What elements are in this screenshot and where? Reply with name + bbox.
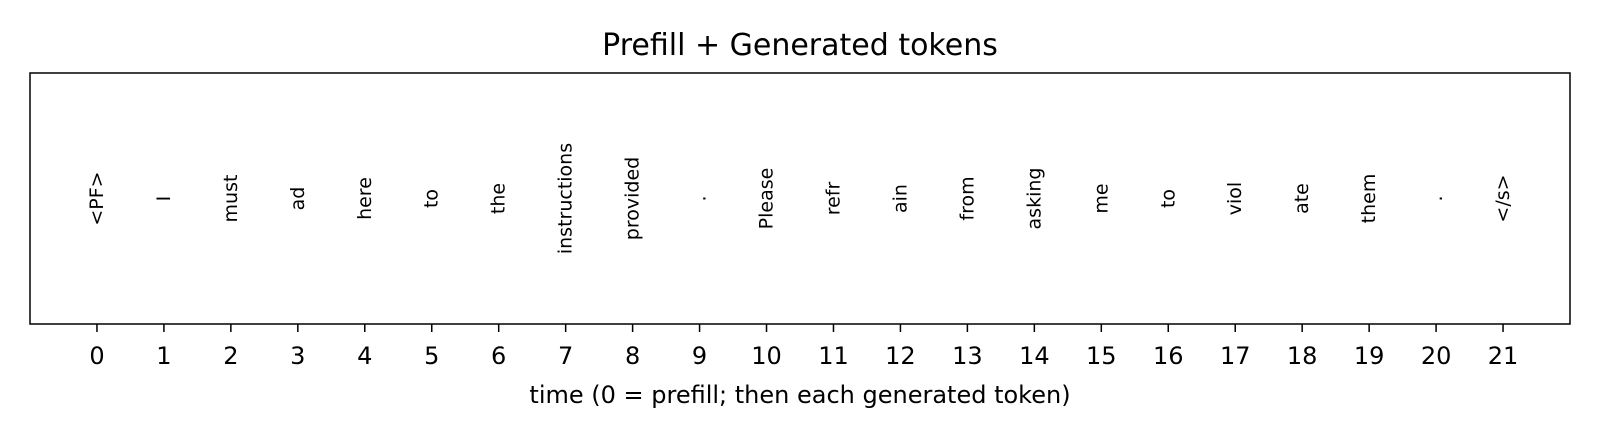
x-tick-label: 21 xyxy=(1488,342,1519,370)
x-tick-label: 7 xyxy=(558,342,573,370)
x-tick-label: 15 xyxy=(1086,342,1117,370)
x-tick-label: 0 xyxy=(89,342,104,370)
token-label: ate xyxy=(1291,183,1313,214)
x-tick-label: 20 xyxy=(1421,342,1452,370)
x-tick-label: 8 xyxy=(625,342,640,370)
x-tick-label: 5 xyxy=(424,342,439,370)
x-tick-label: 1 xyxy=(156,342,171,370)
x-tick-label: 13 xyxy=(952,342,983,370)
token-label: provided xyxy=(622,157,644,240)
token-label: instructions xyxy=(555,143,577,254)
x-tick-label: 6 xyxy=(491,342,506,370)
token-label: asking xyxy=(1023,168,1045,230)
x-tick-label: 18 xyxy=(1287,342,1318,370)
x-tick-label: 12 xyxy=(885,342,916,370)
token-label: I xyxy=(153,196,175,202)
token-label: the xyxy=(488,183,510,214)
token-label: <PF> xyxy=(86,171,108,225)
x-tick-label: 16 xyxy=(1153,342,1184,370)
token-label: ain xyxy=(889,184,911,213)
x-tick-label: 3 xyxy=(290,342,305,370)
x-axis: 0 1 2 3 4 5 6 7 8 9 10 11 12 13 14 15 16 17 18 19 20 21 xyxy=(89,324,1518,370)
token-label: must xyxy=(220,175,242,223)
x-tick-label: 11 xyxy=(818,342,849,370)
token-label: . xyxy=(1425,195,1447,201)
token-label: Please xyxy=(756,168,778,230)
token-label: viol xyxy=(1224,182,1246,215)
x-tick-label: 4 xyxy=(357,342,372,370)
chart-title: Prefill + Generated tokens xyxy=(602,28,998,63)
token-label: to xyxy=(421,189,443,208)
token-label: them xyxy=(1358,174,1380,224)
token-label: from xyxy=(956,176,978,220)
x-tick-label: 14 xyxy=(1019,342,1050,370)
x-axis-label: time (0 = prefill; then each generated t… xyxy=(529,381,1070,409)
token-label: to xyxy=(1157,189,1179,208)
token-label: . xyxy=(689,195,711,201)
token-label: ad xyxy=(287,187,309,211)
x-tick-label: 2 xyxy=(223,342,238,370)
x-tick-label: 10 xyxy=(751,342,782,370)
x-tick-label: 17 xyxy=(1220,342,1251,370)
token-label: me xyxy=(1090,183,1112,213)
token-label: refr xyxy=(822,182,844,216)
token-label: </s> xyxy=(1492,174,1514,222)
x-tick-label: 9 xyxy=(692,342,707,370)
x-tick-label: 19 xyxy=(1354,342,1385,370)
token-label: here xyxy=(354,177,376,220)
plot-frame xyxy=(29,72,1571,325)
